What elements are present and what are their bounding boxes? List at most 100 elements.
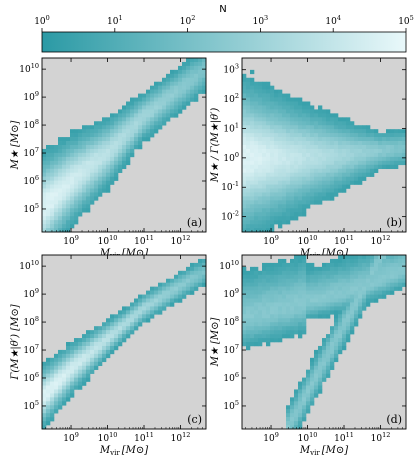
heatmap-cell	[182, 101, 187, 106]
heatmap-cell	[366, 282, 371, 287]
heatmap-cell	[386, 156, 391, 162]
heatmap-cell	[382, 270, 387, 276]
heatmap-cell	[254, 290, 259, 295]
heatmap-cell	[330, 330, 335, 335]
heatmap-cell	[166, 97, 171, 102]
heatmap-cell	[62, 353, 67, 359]
heatmap-cell	[158, 310, 163, 315]
heatmap-cell	[282, 306, 287, 311]
heatmap-cell	[346, 326, 351, 331]
heatmap-cell	[110, 314, 115, 319]
heatmap-cell	[374, 286, 379, 291]
y-tick-label-base: 10	[19, 262, 31, 272]
heatmap-cell	[314, 180, 319, 185]
heatmap-cell	[310, 192, 315, 197]
heatmap-cell	[278, 137, 283, 142]
heatmap-cell	[318, 286, 323, 291]
heatmap-cell	[302, 262, 307, 268]
heatmap-cell	[382, 164, 387, 170]
heatmap-cell	[162, 97, 167, 102]
heatmap-cell	[298, 385, 303, 390]
heatmap-cell	[314, 282, 319, 287]
heatmap-cell	[118, 322, 123, 327]
heatmap-cell	[266, 228, 271, 233]
heatmap-cell	[106, 342, 111, 347]
heatmap-cell	[242, 121, 247, 126]
heatmap-cell	[318, 125, 323, 130]
heatmap-cell	[274, 180, 279, 185]
heatmap-cell	[346, 148, 351, 154]
heatmap-cell	[286, 97, 291, 102]
heatmap-cell	[190, 81, 195, 86]
heatmap-cell	[246, 93, 251, 98]
heatmap-cell	[50, 188, 55, 193]
heatmap-cell	[70, 200, 75, 205]
heatmap-cell	[50, 224, 55, 229]
x-tick-label-exp: 11	[346, 234, 354, 242]
heatmap-cell	[270, 322, 275, 327]
heatmap-cell	[58, 192, 63, 197]
heatmap-cell	[118, 137, 123, 142]
heatmap-cell	[306, 377, 311, 382]
heatmap-cell	[258, 180, 263, 185]
x-axis-label-unit: [M⊙]	[122, 445, 149, 456]
heatmap-cell	[86, 168, 91, 173]
heatmap-cell	[290, 129, 295, 134]
heatmap-cell	[334, 133, 339, 138]
heatmap-cell	[82, 160, 87, 166]
heatmap-cell	[122, 148, 127, 154]
heatmap-cell	[386, 164, 391, 170]
heatmap-cell	[294, 180, 299, 185]
heatmap-cell	[242, 184, 247, 189]
heatmap-cell	[258, 322, 263, 327]
heatmap-cell	[322, 286, 327, 291]
heatmap-cell	[322, 262, 327, 268]
heatmap-cell	[294, 266, 299, 272]
y-tick-label: 107	[23, 146, 39, 159]
heatmap-cell	[302, 302, 307, 307]
heatmap-cell	[342, 270, 347, 276]
heatmap-cell	[322, 148, 327, 154]
heatmap-cell	[106, 156, 111, 162]
heatmap-cell	[334, 349, 339, 355]
heatmap-cell	[374, 266, 379, 272]
heatmap-cell	[354, 266, 359, 272]
heatmap-cell	[322, 357, 327, 363]
heatmap-cell	[82, 349, 87, 355]
heatmap-cell	[178, 294, 183, 299]
heatmap-cell	[146, 125, 151, 130]
heatmap-cell	[254, 81, 259, 86]
heatmap-cell	[242, 133, 247, 138]
heatmap-cell	[278, 334, 283, 339]
heatmap-cell	[146, 93, 151, 98]
heatmap-cell	[126, 160, 131, 166]
heatmap-cell	[250, 338, 255, 343]
heatmap-cell	[306, 401, 311, 406]
heatmap-cell	[290, 282, 295, 287]
heatmap-cell	[346, 164, 351, 170]
heatmap-cell	[194, 270, 199, 276]
heatmap-cell	[390, 274, 395, 280]
x-tick-label-exp: 12	[382, 431, 390, 439]
heatmap-cell	[266, 101, 271, 106]
heatmap-cell	[54, 184, 59, 189]
heatmap-cell	[118, 334, 123, 339]
heatmap-cell	[282, 326, 287, 331]
heatmap-cell	[114, 129, 119, 134]
panel-a: 1091010101110121051061071081091010Mvir[M…	[10, 57, 207, 260]
heatmap-cell	[82, 168, 87, 173]
heatmap-cell	[294, 274, 299, 280]
heatmap-cell	[318, 385, 323, 390]
heatmap-cell	[322, 176, 327, 181]
heatmap-cell	[382, 152, 387, 158]
heatmap-cell	[306, 101, 311, 106]
heatmap-cell	[134, 326, 139, 331]
heatmap-cell	[334, 148, 339, 154]
heatmap-cell	[298, 133, 303, 138]
heatmap-cell	[254, 129, 259, 134]
heatmap-cell	[134, 137, 139, 142]
heatmap-cell	[290, 330, 295, 335]
heatmap-cell	[326, 156, 331, 162]
heatmap-cell	[86, 156, 91, 162]
